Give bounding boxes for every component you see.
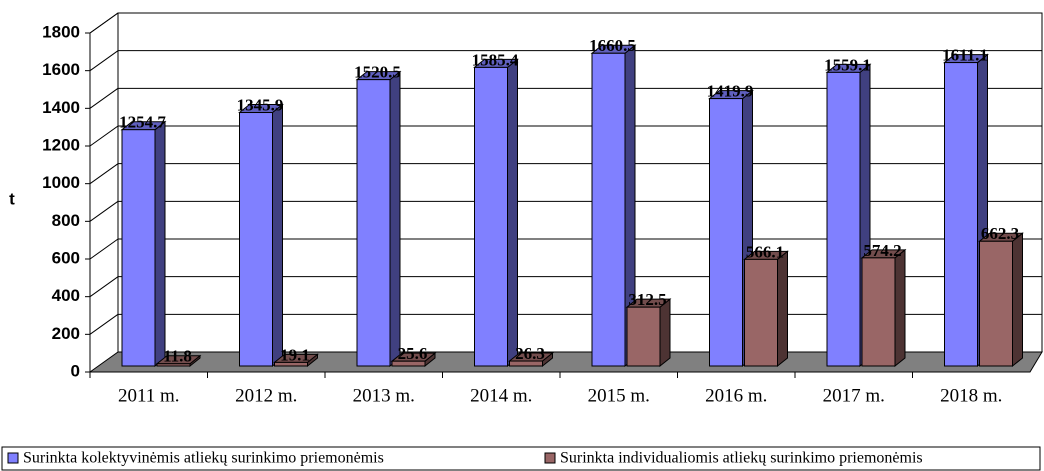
y-tick-label: 1400 [42, 98, 80, 117]
bar [744, 258, 778, 367]
legend-label: Surinkta individualiomis atliekų surinki… [560, 450, 923, 467]
data-label: 312.5 [628, 290, 666, 309]
bar [944, 62, 978, 367]
bar [509, 360, 543, 367]
data-label: 19.1 [280, 345, 310, 364]
grid-line [89, 200, 119, 222]
bar [826, 71, 861, 367]
bar-side [659, 298, 671, 368]
floor [88, 351, 1043, 373]
bar [474, 66, 508, 367]
bar [391, 360, 426, 367]
data-label: 11.8 [163, 347, 192, 366]
bar-side [389, 70, 401, 368]
y-tick-label: 1200 [42, 135, 80, 154]
y-tick-label: 200 [52, 324, 80, 343]
data-label: 1520.5 [354, 63, 401, 82]
legend-box [1, 446, 1041, 471]
data-label: 1254.7 [119, 113, 166, 132]
data-label: 1585.4 [472, 50, 519, 69]
bar [121, 129, 156, 367]
legend-label: Surinkta kolektyvinėmis atliekų surinkim… [23, 450, 384, 467]
data-label: 1611.1 [942, 45, 988, 64]
data-label: 662.3 [981, 224, 1019, 243]
bar [861, 257, 896, 367]
x-tick-label: 2012 m. [235, 385, 297, 406]
legend-swatch [544, 452, 556, 464]
y-tick-label: 600 [52, 248, 80, 267]
bar [274, 361, 308, 367]
x-tick-label: 2015 m. [588, 385, 650, 406]
data-label: 1419.9 [707, 81, 754, 100]
bar [979, 240, 1013, 367]
grid-line [89, 87, 119, 109]
data-label: 1345.9 [237, 95, 284, 114]
grid-line [89, 12, 119, 34]
y-tick-label: 1800 [42, 22, 80, 41]
y-tick-label: 1000 [42, 173, 80, 192]
x-tick-label: 2016 m. [705, 385, 767, 406]
grid-line [89, 125, 119, 147]
bar [626, 306, 661, 367]
grid-line [89, 163, 119, 185]
grid-line [89, 276, 119, 298]
bar [156, 363, 191, 367]
bar-side [507, 58, 518, 368]
y-tick-label: 800 [52, 211, 80, 230]
data-label: 1559.1 [824, 55, 871, 74]
grid-line [89, 313, 119, 335]
x-tick-label: 2013 m. [353, 385, 415, 406]
bar-side [777, 250, 788, 368]
legend-swatch [7, 452, 19, 464]
bar-side [154, 120, 166, 368]
data-label: 1660.5 [589, 36, 636, 55]
grid-line [89, 238, 119, 260]
y-tick-label: 400 [52, 286, 80, 305]
bar [591, 52, 626, 367]
bar-side [894, 248, 906, 368]
bar-side [1012, 232, 1023, 368]
data-label: 25.6 [398, 344, 428, 363]
y-tick-label: 0 [71, 361, 80, 380]
grid-line [89, 50, 119, 72]
bar [709, 98, 743, 367]
y-tick-label: 1600 [42, 60, 80, 79]
data-label: 26.3 [515, 344, 545, 363]
x-tick-label: 2011 m. [118, 385, 180, 406]
x-tick-label: 2014 m. [470, 385, 532, 406]
bar [356, 79, 391, 367]
x-tick-label: 2017 m. [823, 385, 885, 406]
bar-side [272, 103, 283, 368]
bar [239, 112, 273, 367]
data-label: 566.1 [746, 242, 784, 261]
data-label: 574.2 [863, 241, 901, 260]
y-axis-label: t [9, 189, 15, 208]
x-tick-label: 2018 m. [940, 385, 1002, 406]
